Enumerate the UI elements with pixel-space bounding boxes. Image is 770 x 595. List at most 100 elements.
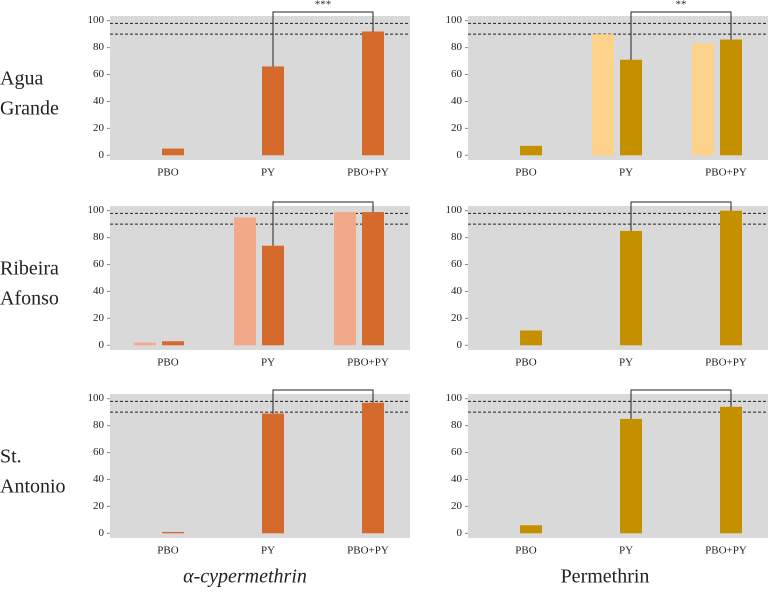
x-tick-label: PBO+PY [347,167,389,179]
plot-area [468,16,768,160]
bar [362,31,384,156]
x-tick-label: PBO [157,545,178,557]
x-tick-label: PBO+PY [705,357,747,369]
bar [362,402,384,534]
y-tick-label: 60 [93,258,105,270]
significance-bracket [630,201,732,231]
x-tick-label: PBO+PY [347,357,389,369]
x-tick-label: PBO [515,357,536,369]
significance-label: *** [315,0,332,11]
y-tick-label: 100 [446,204,463,216]
row-label: Afonso [0,288,59,310]
row-label: Antonio [0,476,66,498]
y-tick-label: 80 [451,231,463,243]
x-tick-label: PY [619,545,633,557]
y-tick-label: 60 [451,68,463,80]
bar [692,43,714,156]
y-tick-label: 80 [93,41,105,53]
y-tick-label: 40 [451,285,463,297]
plot-area [468,206,768,350]
bar [720,406,742,534]
y-tick-label: 0 [457,527,463,539]
significance-bracket [272,11,374,67]
row-label: Agua [0,68,43,90]
y-tick-label: 0 [457,339,463,351]
y-tick-label: 100 [446,14,463,26]
plot-area [110,394,410,538]
x-tick-label: PBO [157,357,178,369]
bar [520,525,542,534]
y-tick-label: 80 [451,419,463,431]
bar [262,413,284,534]
significance-bracket [630,11,732,60]
x-tick-label: PBO [515,167,536,179]
x-tick-label: PY [261,167,275,179]
row-label: St. [0,446,22,468]
y-tick-label: 0 [99,339,105,351]
x-tick-label: PY [261,357,275,369]
y-tick-label: 80 [451,41,463,53]
y-tick-label: 20 [93,122,105,134]
x-tick-label: PBO [157,167,178,179]
y-tick-label: 60 [451,446,463,458]
y-tick-label: 100 [88,14,105,26]
y-tick-label: 20 [451,312,463,324]
bar [720,210,742,346]
y-tick-label: 60 [93,68,105,80]
y-tick-label: 60 [93,446,105,458]
bar [620,418,642,534]
x-tick-label: PBO+PY [347,545,389,557]
y-tick-label: 40 [93,473,105,485]
y-tick-label: 40 [93,95,105,107]
bar [520,145,542,156]
y-tick-label: 40 [451,95,463,107]
y-tick-label: 0 [457,149,463,161]
y-tick-label: 100 [446,392,463,404]
y-tick-label: 0 [99,527,105,539]
y-tick-label: 20 [93,500,105,512]
bar [620,59,642,156]
row-label: Ribeira [0,258,59,280]
y-tick-label: 20 [451,500,463,512]
significance-bracket [272,389,374,414]
y-tick-label: 40 [93,285,105,297]
x-tick-label: PBO [515,545,536,557]
y-tick-label: 0 [99,149,105,161]
x-tick-label: PBO+PY [705,167,747,179]
plot-area [468,394,768,538]
y-tick-label: 100 [88,392,105,404]
y-tick-label: 20 [451,122,463,134]
bar [134,342,156,346]
x-tick-label: PBO+PY [705,545,747,557]
bar [720,39,742,156]
bar [262,66,284,156]
bar [262,245,284,346]
bar [234,217,256,346]
bar [162,531,184,534]
plot-area [110,206,410,350]
bar [162,148,184,156]
y-tick-label: 60 [451,258,463,270]
y-tick-label: 100 [88,204,105,216]
bar [334,212,356,346]
significance-bracket [272,201,374,246]
bar [362,212,384,346]
x-tick-label: PY [619,167,633,179]
bar [162,341,184,346]
plot-area [110,16,410,160]
significance-bracket [630,389,732,419]
y-tick-label: 80 [93,231,105,243]
y-tick-label: 20 [93,312,105,324]
row-label: Grande [0,98,59,120]
column-label: Permethrin [561,566,650,588]
y-tick-label: 80 [93,419,105,431]
y-tick-label: 40 [451,473,463,485]
bar [620,230,642,346]
x-tick-label: PY [619,357,633,369]
column-label: α-cypermethrin [183,566,307,588]
bar [520,330,542,346]
bar [592,34,614,156]
significance-label: ** [676,0,687,11]
x-tick-label: PY [261,545,275,557]
